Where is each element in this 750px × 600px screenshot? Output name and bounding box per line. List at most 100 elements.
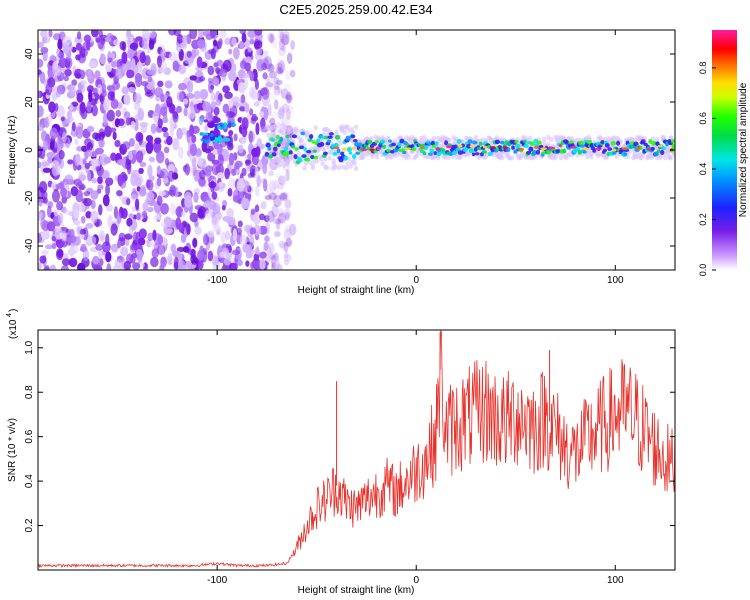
noise-blob — [51, 242, 57, 250]
noise-blob — [137, 108, 145, 121]
noise-blob — [147, 75, 153, 83]
signal-band-blob — [562, 148, 567, 154]
noise-blob — [235, 169, 240, 176]
signal-hot-spot — [635, 146, 641, 150]
signal-halo — [327, 155, 332, 161]
noise-blob — [209, 30, 217, 39]
noise-blob — [277, 212, 287, 224]
signal-hot-spot — [621, 147, 629, 150]
noise-blob — [186, 223, 191, 236]
signal-band-blob — [282, 151, 288, 157]
signal-halo — [338, 140, 343, 146]
noise-blob — [281, 34, 290, 46]
noise-blob — [279, 193, 288, 202]
signal-halo — [473, 135, 479, 141]
noise-blob — [186, 50, 192, 58]
noise-blob — [153, 140, 162, 154]
noise-blob — [129, 42, 138, 50]
spectrogram-x-tick-label: -100 — [207, 275, 227, 286]
signal-band-blob — [267, 146, 272, 151]
noise-blob — [38, 69, 42, 75]
noise-blob — [98, 30, 103, 38]
noise-blob — [286, 94, 293, 103]
signal-band-blob — [291, 144, 296, 149]
signal-band-blob — [351, 153, 357, 160]
noise-blob — [202, 30, 212, 37]
noise-blob — [228, 99, 234, 109]
signal-band-blob — [313, 155, 319, 160]
noise-blob — [84, 162, 91, 170]
signal-halo — [344, 165, 349, 171]
signal-band-blob — [399, 138, 405, 144]
noise-blob — [268, 192, 277, 200]
signal-halo — [352, 161, 357, 167]
noise-blob — [87, 170, 92, 182]
noise-blob — [85, 39, 91, 51]
signal-band-blob — [272, 146, 278, 152]
noise-blob — [44, 265, 50, 270]
noise-blob — [39, 255, 47, 264]
noise-blob — [167, 252, 173, 263]
signal-halo — [369, 136, 374, 142]
signal-hot-spot — [469, 144, 475, 148]
signal-halo — [500, 155, 505, 161]
signal-band-blob — [397, 142, 402, 148]
signal-band-blob — [564, 139, 569, 145]
noise-blob — [264, 221, 271, 235]
noise-blob — [159, 168, 169, 179]
noise-blob — [69, 84, 76, 97]
noise-blob — [91, 30, 99, 38]
noise-blob — [169, 184, 177, 197]
noise-blob — [250, 90, 260, 101]
snr-y-tick-label: 1.0 — [24, 340, 35, 354]
signal-halo — [385, 135, 391, 141]
noise-blob — [191, 49, 197, 59]
spectrogram-x-label: Height of straight line (km) — [298, 285, 415, 296]
noise-blob — [260, 143, 265, 150]
noise-blob — [269, 253, 278, 260]
signal-band-blob — [529, 141, 535, 146]
noise-blob — [211, 191, 218, 200]
noise-blob — [63, 75, 69, 82]
signal-band-blob — [660, 146, 667, 151]
noise-blob — [215, 99, 222, 106]
noise-blob — [134, 198, 140, 210]
noise-blob — [71, 79, 78, 87]
signal-halo — [296, 150, 302, 156]
noise-blob — [213, 106, 220, 116]
noise-blob — [273, 82, 280, 91]
noise-blob — [128, 150, 133, 161]
noise-blob — [74, 72, 82, 79]
signal-band-blob — [422, 151, 427, 156]
signal-band-blob — [526, 150, 531, 155]
noise-blob — [150, 256, 159, 268]
noise-blob — [146, 179, 154, 191]
noise-blob — [170, 243, 177, 253]
signal-halo — [558, 155, 564, 161]
noise-blob — [277, 88, 283, 94]
noise-blob — [204, 209, 214, 219]
noise-blob — [98, 258, 104, 267]
noise-blob — [78, 174, 87, 181]
noise-blob — [283, 259, 290, 266]
noise-blob — [74, 138, 79, 146]
noise-blob — [131, 205, 137, 213]
noise-blob — [254, 166, 259, 180]
noise-blob — [210, 101, 216, 110]
noise-blob — [169, 123, 175, 137]
noise-blob — [251, 258, 261, 270]
noise-blob — [268, 71, 278, 79]
noise-blob — [160, 256, 167, 268]
noise-blob — [275, 67, 284, 75]
noise-blob — [97, 38, 104, 50]
noise-blob — [117, 174, 124, 187]
noise-blob — [103, 98, 110, 112]
noise-blob — [147, 232, 154, 242]
signal-band-blob — [293, 154, 298, 160]
signal-band-blob — [423, 145, 429, 151]
colorbar: 0.0 0.2 0.4 0.6 0.8 Normalized spectral ampl… — [698, 30, 749, 276]
noise-blob — [271, 204, 279, 218]
signal-band-blob — [471, 140, 478, 145]
signal-band-blob — [380, 139, 386, 144]
noise-blob — [86, 125, 95, 133]
